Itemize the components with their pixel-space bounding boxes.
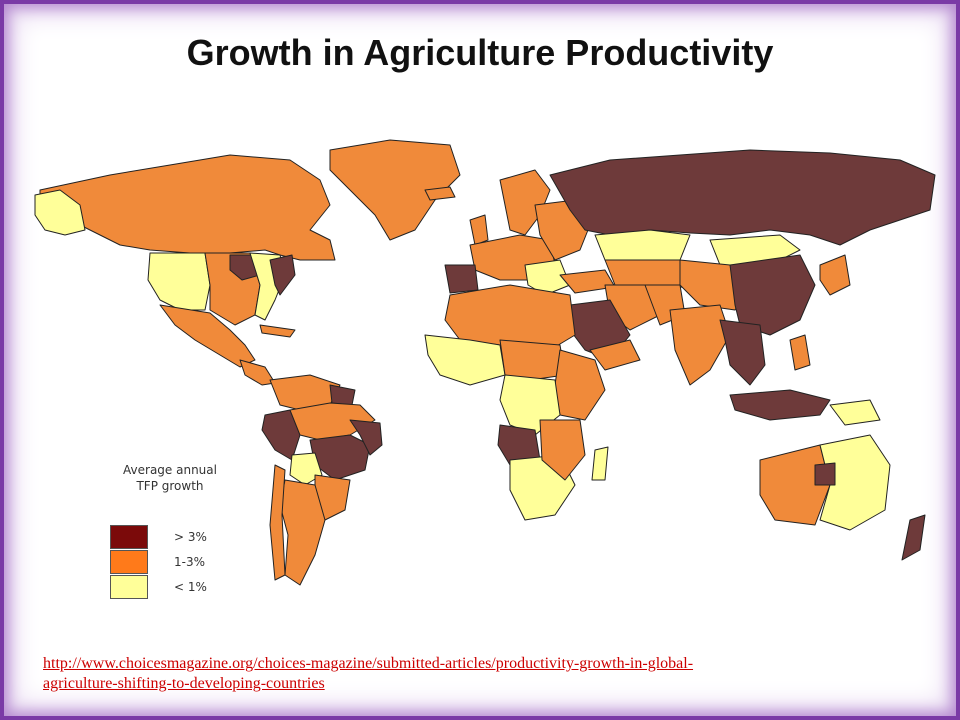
region-iceland [424, 186, 456, 201]
region-yemen-oman [589, 339, 641, 371]
region-australia-east [819, 434, 891, 531]
region-new-guinea [829, 399, 881, 426]
region-australia-central [814, 462, 836, 486]
region-chile [269, 464, 286, 581]
region-sahel [499, 339, 566, 381]
map-legend: Average annual TFP growth > 3% 1-3% < 1% [110, 462, 250, 599]
region-new-zealand [901, 514, 926, 561]
region-russia [549, 149, 936, 246]
region-mozambique-tanzania [539, 419, 586, 481]
legend-item: < 1% [110, 574, 250, 599]
legend-title-line2: TFP growth [136, 479, 204, 493]
region-cuba [259, 324, 296, 338]
source-link-line1: http://www.choicesmagazine.org/choices-m… [43, 655, 694, 672]
region-madagascar [591, 446, 609, 481]
slide-title: Growth in Agriculture Productivity [186, 32, 774, 73]
region-canada [39, 154, 336, 261]
legend-swatch-mid [110, 549, 148, 574]
legend-title: Average annual TFP growth [110, 462, 230, 494]
legend-item: 1-3% [110, 549, 250, 574]
region-korea-japan [819, 254, 851, 296]
world-map [30, 135, 940, 605]
region-indonesia [729, 389, 831, 421]
region-alaska [34, 189, 86, 236]
legend-item: > 3% [110, 524, 250, 549]
region-greenland [329, 139, 461, 241]
region-usa-west [147, 252, 211, 311]
source-link[interactable]: http://www.choicesmagazine.org/choices-m… [43, 654, 923, 694]
region-philippines [789, 334, 811, 371]
legend-label-low: < 1% [174, 579, 207, 594]
legend-swatch-low [110, 574, 148, 599]
source-link-line2: agriculture-shifting-to-developing-count… [43, 675, 325, 692]
region-guianas [329, 384, 356, 406]
region-argentina [279, 479, 326, 586]
region-brazil-east [349, 419, 383, 456]
region-west-africa [424, 334, 506, 386]
region-bolivia [289, 452, 323, 486]
legend-label-mid: 1-3% [174, 554, 206, 569]
region-southeast-asia [719, 319, 766, 386]
region-uk [469, 214, 489, 246]
region-india [669, 304, 731, 386]
world-map-svg [34, 139, 936, 586]
region-scandinavia [499, 169, 551, 236]
region-usa-northeast [269, 254, 296, 296]
region-iberia [444, 264, 479, 294]
region-china-east [729, 254, 816, 336]
legend-label-high: > 3% [174, 529, 207, 544]
legend-title-line1: Average annual [123, 463, 217, 477]
region-central-america [239, 359, 276, 386]
region-balkans [524, 259, 571, 296]
legend-swatch-high [110, 524, 148, 549]
legend-items: > 3% 1-3% < 1% [110, 524, 250, 599]
